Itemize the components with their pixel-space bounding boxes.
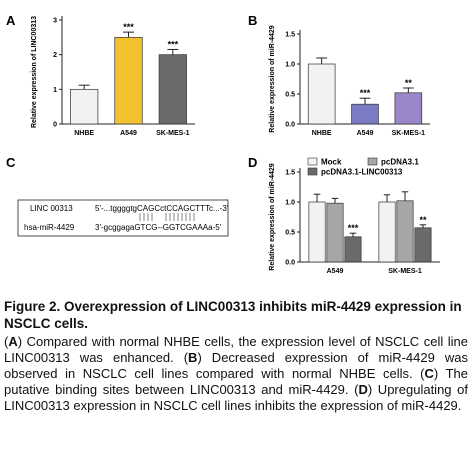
significance: ** xyxy=(405,78,413,88)
significance: ** xyxy=(419,215,427,225)
significance: *** xyxy=(360,88,371,98)
figure: C LINC 00313 5'-...tggggtgCAGCctCCAGCTTT… xyxy=(6,13,440,275)
x-tick-label: A549 xyxy=(120,130,137,137)
bar xyxy=(158,54,187,125)
x-tick-label: SK-MES-1 xyxy=(156,130,190,137)
panel-ref: A xyxy=(8,334,18,349)
y-tick-label: 0.5 xyxy=(285,92,295,99)
bar xyxy=(307,63,336,125)
pairing-lines xyxy=(139,213,195,221)
panel-letter: B xyxy=(248,13,257,28)
bar xyxy=(378,201,396,263)
panel-ref: C xyxy=(424,366,434,381)
y-axis-label: Relative expression of miR-4429 xyxy=(269,163,276,270)
caption-text: ) Upregulating of LINC00313 expression i… xyxy=(4,382,468,413)
legend-label: pcDNA3.1 xyxy=(381,158,419,167)
y-tick-label: 1.0 xyxy=(285,200,295,207)
x-tick-label: NHBE xyxy=(312,130,332,137)
y-tick-label: 0.0 xyxy=(285,122,295,129)
legend-swatch xyxy=(367,157,378,166)
x-tick-label: NHBE xyxy=(74,130,94,137)
sequence-box xyxy=(17,199,229,237)
caption-text: ) The putative binding sites between LIN… xyxy=(4,366,468,397)
x-tick-label: SK-MES-1 xyxy=(392,130,426,137)
bar xyxy=(394,92,423,125)
caption-text: ) Decreased expression of miR-4429 was o… xyxy=(4,350,468,381)
bar xyxy=(396,200,414,263)
panel-ref: D xyxy=(358,382,368,397)
sequence: 5'-...tggggtgCAGCctCCAGCTTTc...-3' xyxy=(95,204,229,213)
caption-title: Figure 2. Overexpression of LINC00313 in… xyxy=(4,299,462,331)
bar xyxy=(308,201,326,263)
y-tick-label: 1 xyxy=(53,87,57,94)
sequence: 3'-gcggagaGTCG--GGTCGAAAa-5' xyxy=(95,223,222,232)
y-tick-label: 2 xyxy=(53,52,57,59)
bar xyxy=(326,202,344,263)
caption-body: (A) Compared with normal NHBE cells, the… xyxy=(4,334,468,414)
x-tick-label: A549 xyxy=(327,268,344,275)
bar xyxy=(344,236,362,263)
bar xyxy=(70,88,99,125)
x-tick-label: SK-MES-1 xyxy=(388,268,422,275)
panel-letter: D xyxy=(248,155,257,170)
panel-ref: B xyxy=(188,350,198,365)
bar xyxy=(351,103,379,125)
caption-text: ( xyxy=(4,334,9,349)
y-tick-label: 3 xyxy=(53,18,57,25)
y-tick-label: 0 xyxy=(53,122,57,129)
significance: *** xyxy=(168,39,179,49)
y-tick-label: 1.0 xyxy=(285,62,295,69)
legend-swatch xyxy=(307,157,318,166)
legend-label: Mock xyxy=(321,158,342,167)
caption-text: ) Compared with normal NHBE cells, the e… xyxy=(4,334,468,365)
legend-label: pcDNA3.1-LINC00313 xyxy=(321,168,403,177)
legend-swatch xyxy=(307,167,318,176)
y-tick-label: 1.5 xyxy=(285,170,295,177)
significance: *** xyxy=(348,223,359,233)
bar xyxy=(114,36,143,125)
x-tick-label: A549 xyxy=(357,130,374,137)
significance: *** xyxy=(123,22,134,32)
y-tick-label: 0.5 xyxy=(285,230,295,237)
caption: Figure 2. Overexpression of LINC00313 in… xyxy=(4,298,468,414)
y-tick-label: 1.5 xyxy=(285,32,295,39)
y-tick-label: 0.0 xyxy=(285,260,295,267)
sequence-label: hsa-miR-4429 xyxy=(24,223,75,232)
y-axis-label: Relative expression of miR-4429 xyxy=(269,25,276,132)
y-axis-label: Relative expression of LINC00313 xyxy=(31,16,38,128)
panel-letter: A xyxy=(6,13,16,28)
sequence-label: LINC 00313 xyxy=(30,204,73,213)
bar xyxy=(414,227,432,263)
panel-letter: C xyxy=(6,155,16,170)
